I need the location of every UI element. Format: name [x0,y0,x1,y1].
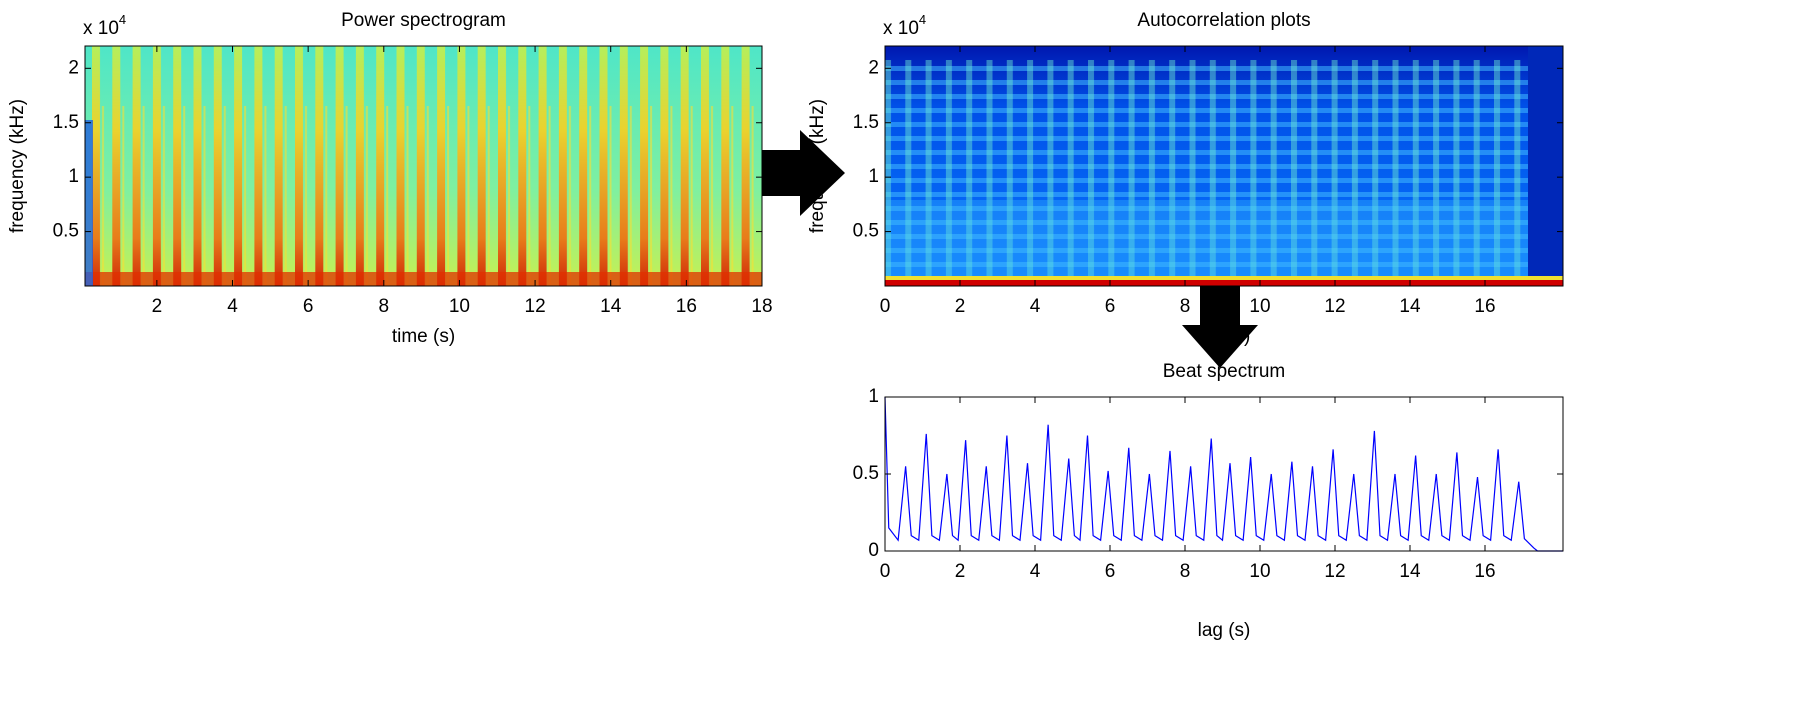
y-tick-label: 2 [868,57,879,78]
y-tick-label: 0.5 [853,221,879,242]
y-tick-label: 1.5 [53,112,79,133]
x-tick-label: 14 [1399,561,1421,582]
x-tick-label: 0 [880,561,891,582]
x-tick-label: 0 [880,296,891,317]
arrow-down-head [1182,325,1258,368]
arrows [762,130,1258,368]
x-tick-label: 4 [1030,296,1041,317]
y-multiplier-base: x 10 [883,18,919,39]
x-tick-label: 14 [1399,296,1421,317]
x-tick-label: 12 [1324,561,1345,582]
x-tick-label: 8 [1180,296,1191,317]
x-tick-label: 8 [378,296,389,317]
x-tick-label: 10 [449,296,470,317]
x-tick-label: 6 [303,296,314,317]
x-tick-label: 2 [152,296,163,317]
beat-line [884,396,1563,552]
x-tick-label: 4 [1030,561,1041,582]
x-tick-label: 4 [227,296,238,317]
y-tick-label: 1 [68,166,79,187]
spectrogram-image [85,46,762,286]
x-tick-label: 16 [1474,296,1495,317]
x-tick-label: 6 [1105,561,1116,582]
arrow-down-shaft [1200,286,1240,326]
x-tick-label: 16 [1474,561,1495,582]
autocorrelation-image [885,46,1563,286]
chart-title: Beat spectrum [1163,361,1286,382]
y-multiplier: x 104 [883,12,926,39]
chart-title: Power spectrogram [341,10,506,31]
arrow-right-head [800,130,845,216]
x-tick-label: 10 [1249,561,1270,582]
y-tick-label: 2 [68,57,79,78]
y-tick-label: 0.5 [53,221,79,242]
y-multiplier: x 104 [83,12,126,39]
x-tick-label: 14 [600,296,622,317]
y-multiplier-exponent: 4 [919,12,926,27]
x-tick-label: 6 [1105,296,1116,317]
y-multiplier-base: x 10 [83,18,119,39]
y-tick-label: 1.5 [853,112,879,133]
chart-title: Autocorrelation plots [1137,10,1310,31]
arrow-right-shaft [762,150,802,196]
x-tick-label: 8 [1180,561,1191,582]
x-axis-label: lag (s) [1198,620,1251,641]
y-axis-label: frequency (kHz) [7,99,28,233]
y-tick-label: 1 [868,166,879,187]
x-tick-label: 10 [1249,296,1270,317]
x-tick-label: 16 [676,296,697,317]
y-tick-label: 0.5 [853,463,879,484]
x-tick-label: 2 [955,296,966,317]
y-tick-label: 0 [868,540,879,561]
x-tick-label: 12 [1324,296,1345,317]
y-multiplier-exponent: 4 [119,12,126,27]
x-tick-label: 12 [525,296,546,317]
x-tick-label: 18 [751,296,772,317]
y-tick-label: 1 [868,386,879,407]
x-axis-label: time (s) [392,326,455,347]
x-tick-label: 2 [955,561,966,582]
